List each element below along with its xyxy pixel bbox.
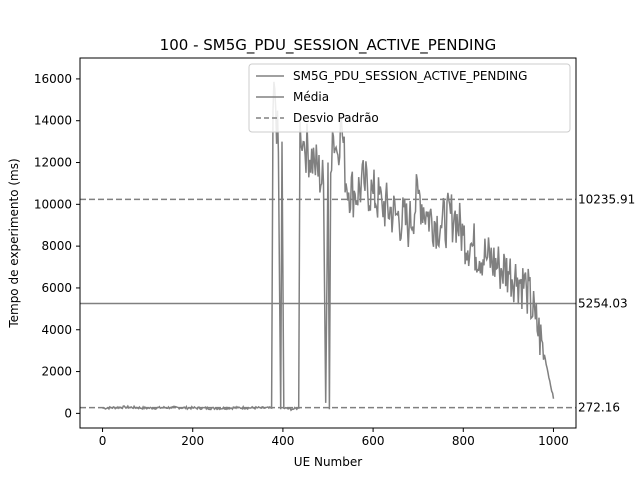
y-tick-label: 16000: [34, 72, 72, 86]
plot-frame: [79, 57, 577, 429]
legend-entry-media: Média: [293, 90, 329, 104]
chart-title: 100 - SM5G_PDU_SESSION_ACTIVE_PENDING: [160, 36, 497, 55]
y-tick-label: 2000: [41, 365, 72, 379]
x-axis-label: UE Number: [294, 455, 362, 469]
x-tick-label: 800: [452, 434, 475, 448]
y-tick-label: 6000: [41, 281, 72, 295]
y-tick-label: 10000: [34, 197, 72, 211]
y-tick-label: 4000: [41, 323, 72, 337]
x-tick-label: 600: [362, 434, 385, 448]
x-tick-label: 0: [99, 434, 107, 448]
x-tick-label: 1000: [538, 434, 569, 448]
x-tick-label: 200: [181, 434, 204, 448]
y-tick-label: 8000: [41, 239, 72, 253]
legend-entry-series: SM5G_PDU_SESSION_ACTIVE_PENDING: [293, 69, 527, 83]
x-axis: 0 200 400 600 800 1000: [99, 428, 569, 448]
legend-box: [248, 63, 571, 133]
reference-labels: 5254.03 10235.91 272.16: [578, 192, 635, 414]
y-axis-label: Tempo de experimento (ms): [7, 158, 21, 328]
y-tick-label: 0: [64, 406, 72, 420]
std-label: 272.16: [578, 401, 620, 415]
mean-label: 5254.03: [578, 297, 628, 311]
y-tick-label: 14000: [34, 114, 72, 128]
y-tick-label: 12000: [34, 156, 72, 170]
x-tick-label: 400: [271, 434, 294, 448]
y-axis: 0 2000 4000 6000 8000 10000 12000 14000 16000: [34, 72, 80, 420]
series-path-sm5g: [102, 81, 555, 412]
legend-entry-desvio: Desvio Padrão: [293, 111, 379, 125]
std-label: 10235.91: [578, 192, 635, 206]
legend: SM5G_PDU_SESSION_ACTIVE_PENDING Média De…: [248, 63, 571, 133]
series-line: [102, 81, 555, 412]
